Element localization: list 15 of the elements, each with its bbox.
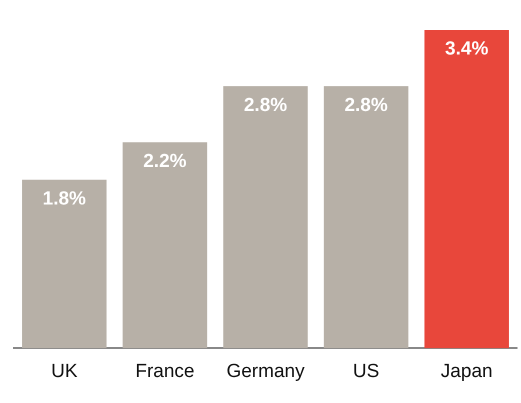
data-label: 1.8% (42, 188, 86, 210)
data-label: 2.8% (244, 94, 288, 116)
x-tick-label: US (352, 360, 380, 382)
bar (324, 86, 408, 348)
bar (424, 30, 509, 348)
bar (122, 142, 208, 348)
data-label: 2.2% (143, 151, 187, 172)
bar (223, 86, 308, 348)
x-tick-label: France (135, 360, 194, 382)
bar (22, 180, 107, 348)
x-tick-label: UK (51, 360, 78, 382)
x-tick-label: Japan (440, 360, 493, 382)
data-label: 3.4% (445, 38, 488, 60)
x-tick-label: Germany (226, 360, 306, 382)
data-label: 2.8% (344, 94, 388, 116)
